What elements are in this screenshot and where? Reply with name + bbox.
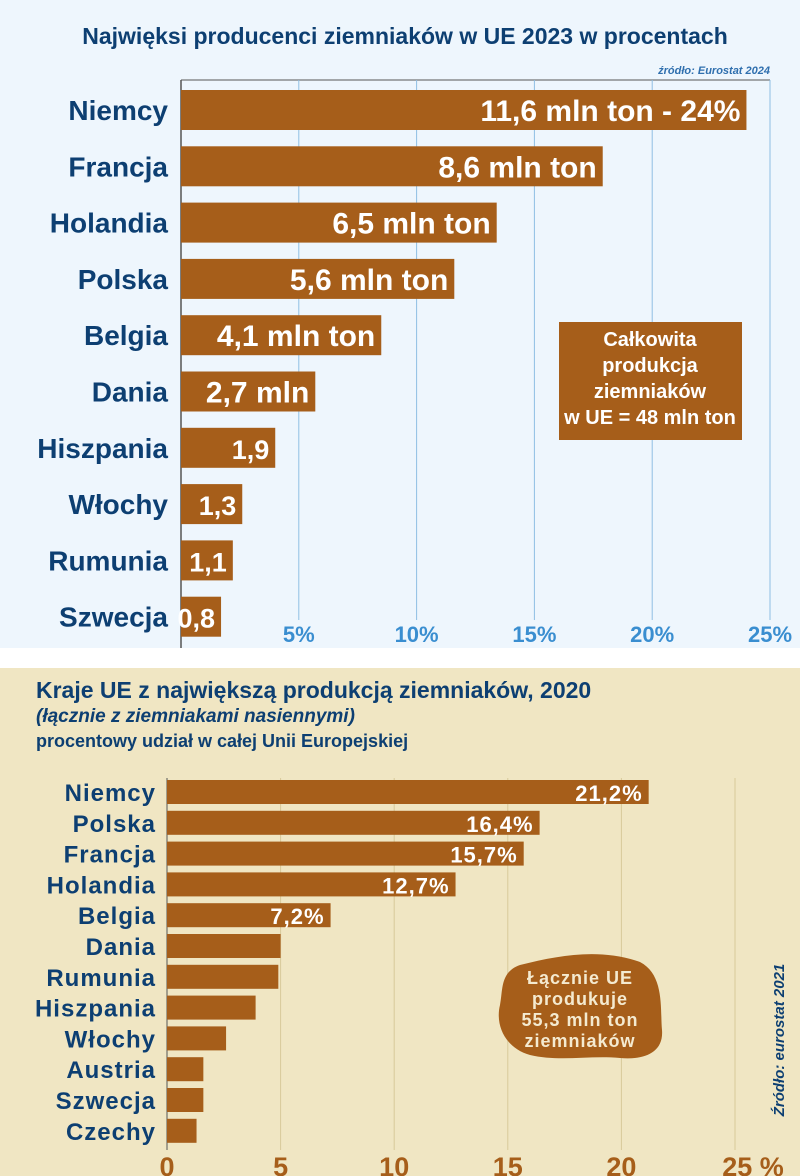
category-label: Rumunia	[48, 545, 168, 576]
category-label: Polska	[73, 811, 156, 838]
category-label: Francja	[68, 151, 168, 182]
annotation-line: ziemniaków	[524, 1031, 635, 1051]
category-label: Belgia	[78, 903, 156, 930]
annotation-line: produkuje	[532, 989, 628, 1009]
x-tick-label: 0	[159, 1152, 174, 1176]
chart-title: Kraje UE z największą produkcją ziemniak…	[36, 677, 591, 703]
annotation-line: Łącznie UE	[527, 968, 633, 988]
category-label: Niemcy	[68, 95, 168, 126]
x-tick-label: 25%	[748, 622, 792, 647]
bar	[167, 872, 456, 897]
x-tick-label: 20	[606, 1152, 636, 1176]
annotation-line: Całkowita	[603, 329, 697, 351]
data-label: 8,6 mln ton	[438, 151, 596, 184]
annotation-line: 55,3 mln ton	[521, 1010, 638, 1030]
bar	[167, 810, 540, 835]
category-label: Francja	[64, 842, 156, 869]
bar	[181, 202, 497, 243]
source-note: Źródło: eurostat 2021	[771, 964, 788, 1118]
annotation-line: ziemniaków	[594, 381, 707, 403]
bar	[181, 90, 747, 130]
category-label: Włochy	[68, 489, 168, 520]
x-tick-label: 10%	[395, 622, 439, 647]
category-label: Dania	[92, 377, 169, 408]
bar	[181, 596, 222, 637]
bar	[167, 934, 281, 958]
bar	[167, 1026, 227, 1051]
annotation-line: produkcja	[602, 355, 698, 377]
bar	[167, 780, 649, 804]
x-tick-label: 10	[379, 1152, 409, 1176]
category-label: Czechy	[66, 1119, 156, 1146]
category-label: Niemcy	[65, 780, 156, 807]
category-label: Hiszpania	[37, 433, 168, 464]
x-tick-label: 15	[493, 1152, 523, 1176]
data-label: 1,3	[199, 491, 237, 521]
category-label: Włochy	[65, 1026, 156, 1053]
category-label: Austria	[66, 1057, 156, 1084]
category-label: Rumunia	[46, 965, 156, 992]
data-label: 15,7%	[450, 843, 517, 868]
x-tick-label: 5%	[283, 622, 315, 647]
bar	[167, 964, 279, 989]
bar	[167, 1057, 204, 1082]
x-tick-label: 5	[273, 1152, 288, 1176]
bar	[167, 995, 256, 1020]
data-label: 7,2%	[270, 904, 324, 929]
data-label: 12,7%	[382, 873, 449, 898]
total-annotation-blob	[498, 954, 663, 1059]
bar	[167, 1118, 197, 1143]
bar	[181, 315, 382, 356]
data-label: 11,6 mln ton - 24%	[480, 95, 740, 128]
bar	[167, 903, 331, 928]
category-label: Dania	[86, 934, 156, 961]
bar	[181, 540, 233, 581]
data-label: 5,6 mln ton	[290, 264, 448, 297]
x-tick-label: 15%	[512, 622, 556, 647]
chart-title: Najwięksi producenci ziemniaków w UE 202…	[82, 23, 728, 49]
category-label: Holandia	[47, 872, 156, 899]
bar	[181, 146, 603, 187]
data-label: 6,5 mln ton	[332, 208, 490, 241]
annotation-line: w UE = 48 mln ton	[563, 407, 736, 429]
data-label: 1,1	[189, 547, 227, 577]
bar	[181, 484, 243, 525]
bar	[181, 258, 455, 299]
source-note: źródło: Eurostat 2024	[657, 65, 770, 77]
chart-subtitle2: procentowy udział w całej Unii Europejsk…	[36, 731, 408, 751]
bar	[167, 841, 524, 866]
x-tick-label: 25 %	[722, 1152, 784, 1176]
bar	[181, 371, 316, 412]
bar	[181, 427, 276, 468]
data-label: 2,7 mln	[206, 377, 309, 410]
category-label: Polska	[78, 264, 169, 295]
x-tick-label: 20%	[630, 622, 674, 647]
data-label: 0,8	[178, 604, 216, 634]
category-label: Holandia	[50, 208, 169, 239]
bar	[167, 1088, 204, 1112]
category-label: Belgia	[84, 320, 168, 351]
category-label: Hiszpania	[35, 996, 156, 1023]
data-label: 16,4%	[466, 812, 533, 837]
data-label: 1,9	[232, 435, 270, 465]
total-annotation-box	[559, 322, 742, 440]
bottom-panel-background	[0, 668, 800, 1176]
data-label: 21,2%	[575, 781, 642, 806]
category-label: Szwecja	[59, 602, 168, 633]
data-label: 4,1 mln ton	[217, 320, 375, 353]
category-label: Szwecja	[56, 1088, 156, 1115]
chart-subtitle: (łącznie z ziemniakami nasiennymi)	[36, 706, 355, 727]
